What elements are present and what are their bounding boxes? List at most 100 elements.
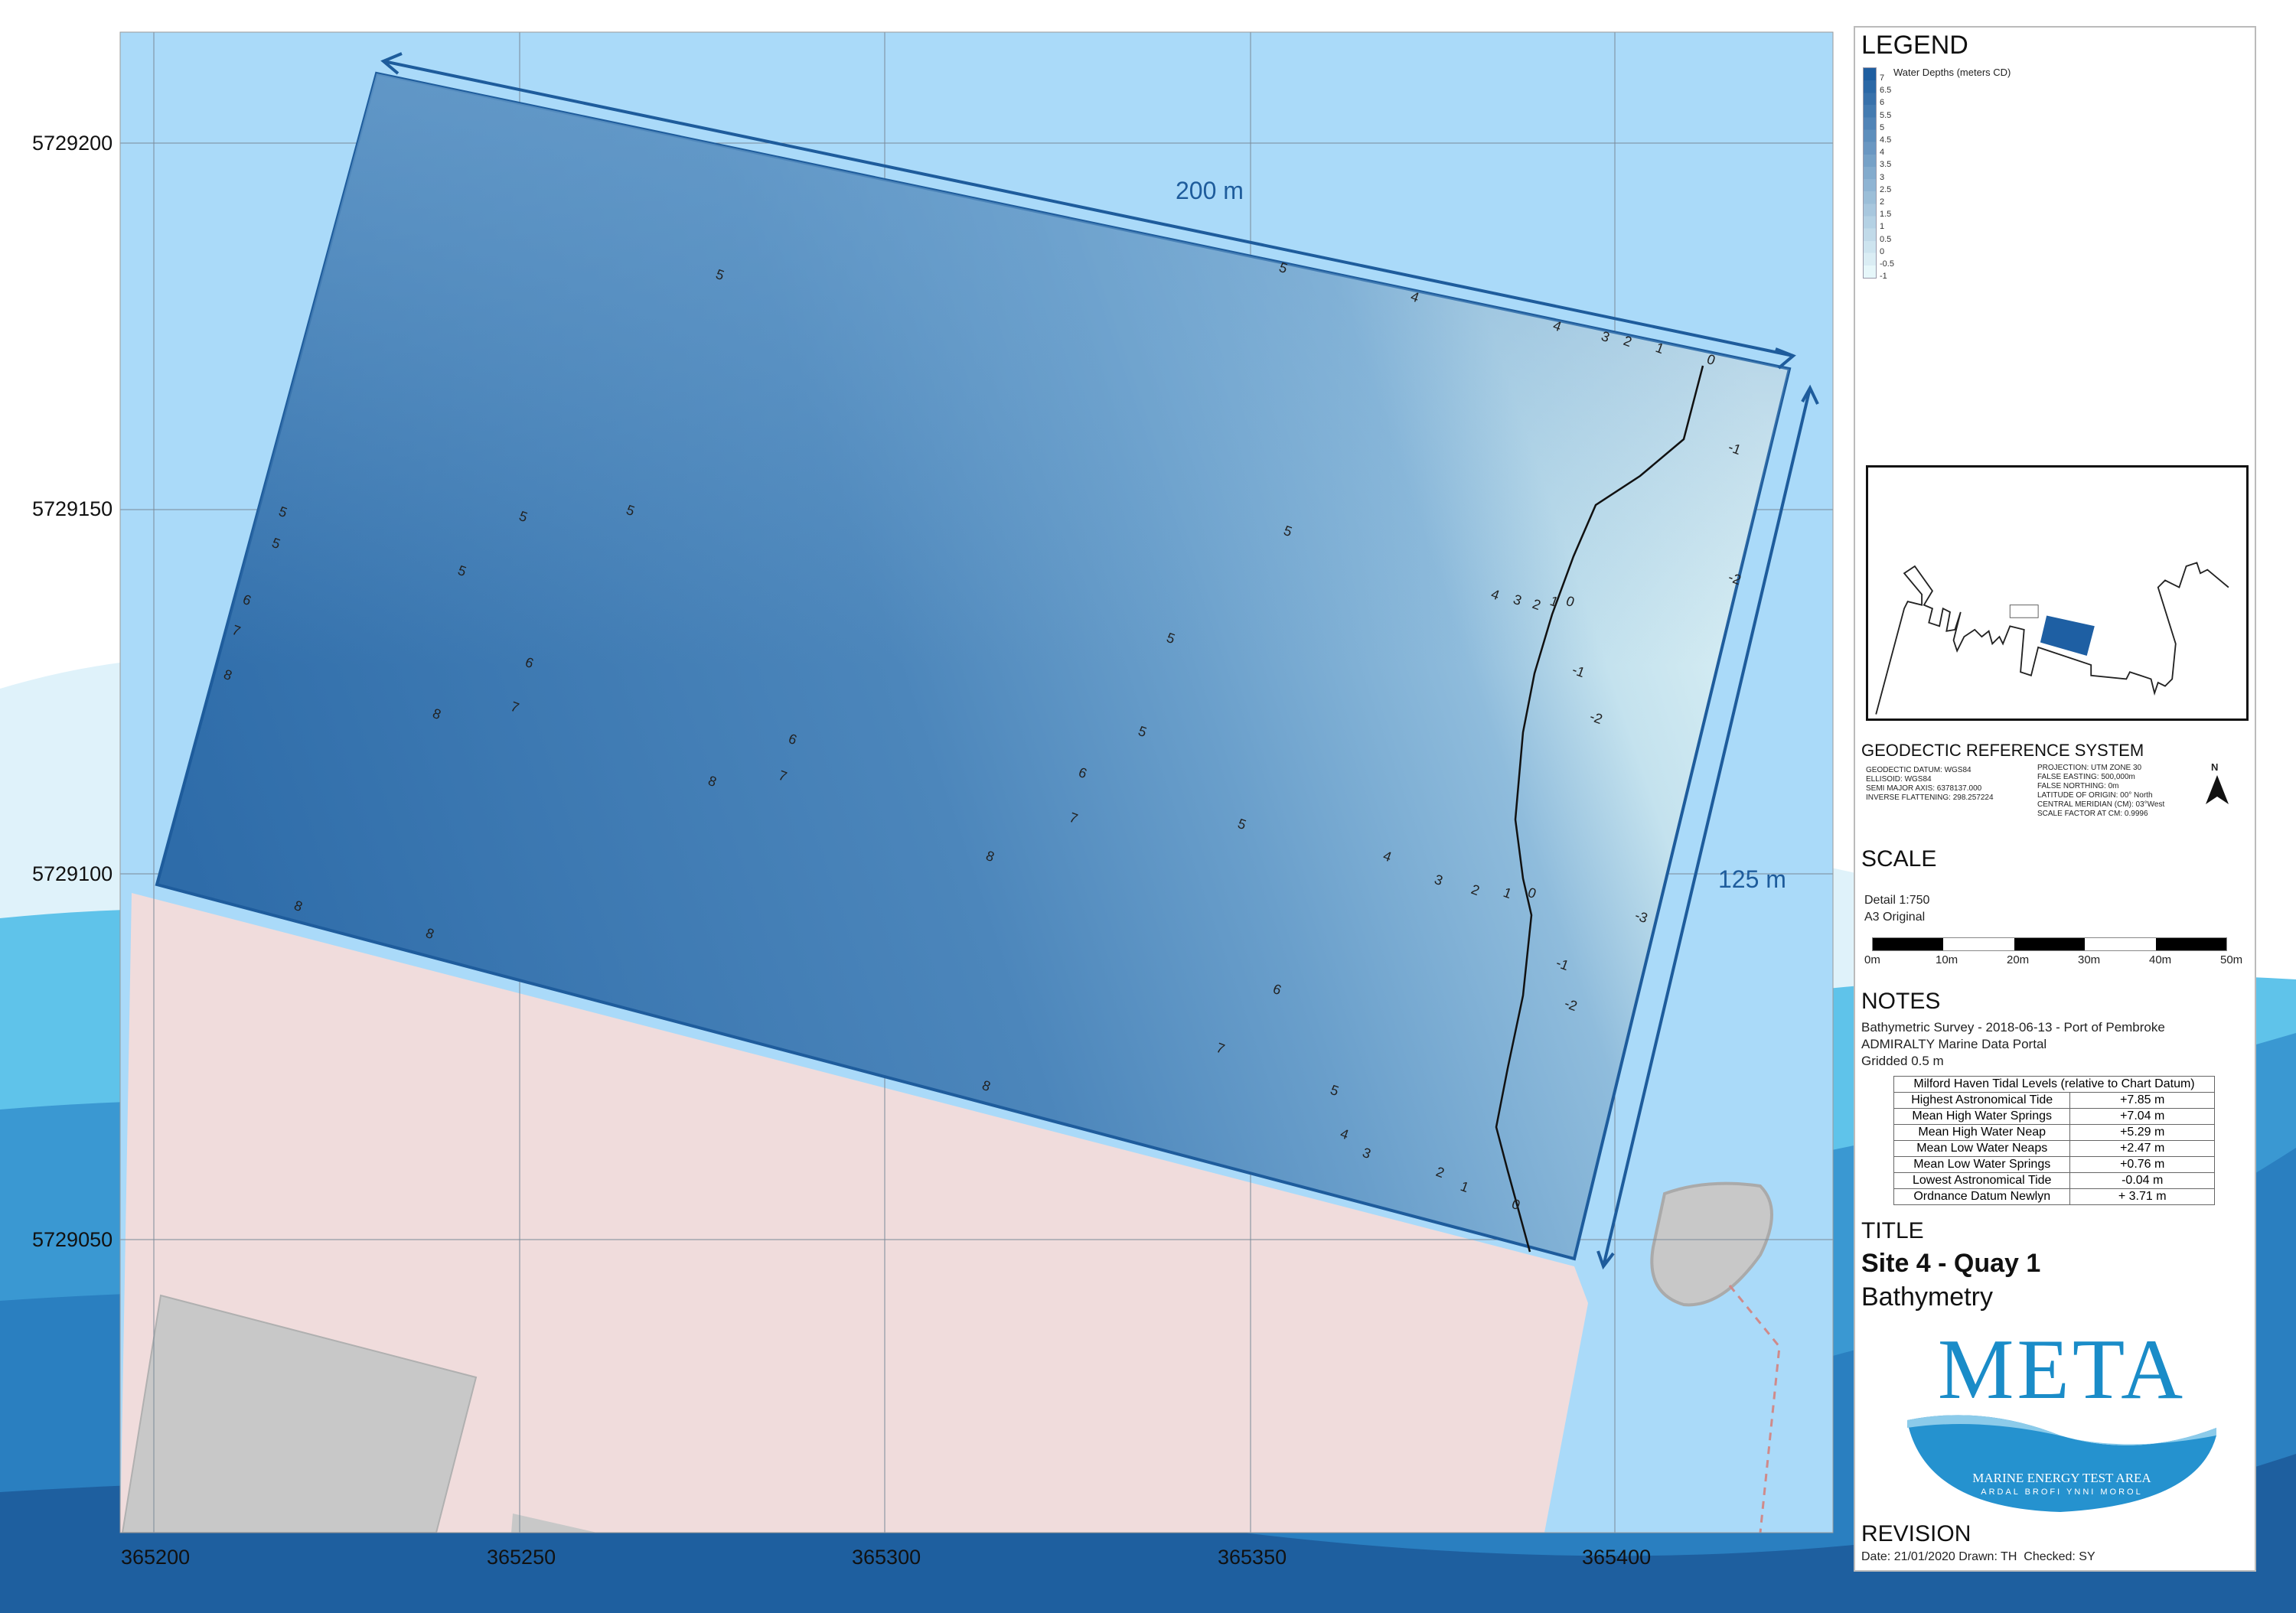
geodetic-param: PROJECTION: UTM ZONE 30 bbox=[2037, 764, 2142, 772]
map-border bbox=[119, 31, 1834, 1533]
y-tick-label: 5729100 bbox=[32, 862, 113, 885]
info-panel: LEGEND 7 6.5 6 5.5 5 4.5 4 3.5 3 2.5 2 1.5 1 0.5 0 -0.5… bbox=[1854, 26, 2256, 1572]
subject-title: Bathymetry bbox=[1861, 1282, 1993, 1312]
site-title: Site 4 - Quay 1 bbox=[1861, 1249, 2041, 1278]
legend-class-label: 6.5 bbox=[1880, 86, 1892, 96]
revision-line: Date: 21/01/2020 Drawn: TH Checked: SY bbox=[1861, 1550, 2095, 1563]
legend-colorbar bbox=[1863, 67, 1877, 279]
scale-tick-label: 20m bbox=[2007, 953, 2030, 966]
building bbox=[121, 1294, 478, 1533]
legend-class-label: 1 bbox=[1880, 222, 1885, 232]
logo-tagline: MARINE ENERGY TEST AREA bbox=[1972, 1471, 2151, 1485]
island-structure bbox=[1650, 1181, 1773, 1307]
contour-label: -1 bbox=[1727, 439, 1743, 458]
geodetic-param: CENTRAL MERIDIAN (CM): 03°West bbox=[2037, 800, 2165, 809]
tide-name: Lowest Astronomical Tide bbox=[1893, 1172, 2071, 1189]
revision-heading: REVISION bbox=[1861, 1521, 1971, 1546]
geodetic-param: FALSE NORTHING: 0m bbox=[2037, 782, 2119, 790]
legend-class-label: 4 bbox=[1880, 148, 1885, 158]
legend-class-label: 0 bbox=[1880, 246, 1885, 256]
contour-label: -2 bbox=[1727, 569, 1743, 588]
x-tick-label: 365350 bbox=[1218, 1546, 1287, 1569]
zero-contour bbox=[1495, 365, 1704, 1253]
note-line: Bathymetric Survey - 2018-06-13 - Port o… bbox=[1861, 1020, 2165, 1035]
overview-map bbox=[1866, 465, 2249, 721]
legend-class-label: 4.5 bbox=[1880, 135, 1892, 145]
tidal-levels-table: Milford Haven Tidal Levels (relative to … bbox=[1893, 1076, 2215, 1205]
tide-name: Mean Low Water Springs bbox=[1893, 1156, 2071, 1173]
tide-value: + 3.71 m bbox=[2069, 1188, 2215, 1205]
table-row: Mean Low Water Neaps +2.47 m bbox=[1893, 1140, 2215, 1157]
legend-class-label: -1 bbox=[1880, 272, 1887, 282]
table-row: Ordnance Datum Newlyn + 3.71 m bbox=[1893, 1188, 2215, 1205]
contour-label: -3 bbox=[1633, 908, 1650, 926]
scale-tick-label: 30m bbox=[2078, 953, 2101, 966]
x-tick-label: 365400 bbox=[1582, 1546, 1652, 1569]
x-tick-label: 365250 bbox=[487, 1546, 556, 1569]
table-row: Mean High Water Springs +7.04 m bbox=[1893, 1108, 2215, 1125]
tide-name: Mean High Water Springs bbox=[1893, 1108, 2071, 1125]
logo-name: META bbox=[1937, 1322, 2187, 1417]
tide-value: +7.04 m bbox=[2069, 1108, 2215, 1125]
notes-title: NOTES bbox=[1861, 989, 1941, 1014]
geodetic-param: ELLISOID: WGS84 bbox=[1866, 775, 1932, 784]
scale-tick-label: 40m bbox=[2149, 953, 2172, 966]
table-row: Mean High Water Neap +5.29 m bbox=[1893, 1124, 2215, 1141]
geodetic-param: SEMI MAJOR AXIS: 6378137.000 bbox=[1866, 784, 1982, 793]
legend-title: LEGEND bbox=[1861, 31, 1968, 60]
scale-title: SCALE bbox=[1861, 846, 1937, 872]
x-tick-label: 365300 bbox=[852, 1546, 921, 1569]
legend-class-label: 2 bbox=[1880, 197, 1885, 207]
legend-subtitle: Water Depths (meters CD) bbox=[1893, 67, 2011, 78]
scale-tick-label: 0m bbox=[1864, 953, 1880, 966]
tide-name: Ordnance Datum Newlyn bbox=[1893, 1188, 2071, 1205]
dimension-short-label: 125 m bbox=[1718, 865, 1786, 893]
north-label: N bbox=[2211, 761, 2219, 773]
table-row: Mean Low Water Springs +0.76 m bbox=[1893, 1156, 2215, 1173]
geodetic-param: SCALE FACTOR AT CM: 0.9996 bbox=[2037, 810, 2148, 818]
tide-value: +0.76 m bbox=[2069, 1156, 2215, 1173]
note-line: ADMIRALTY Marine Data Portal bbox=[1861, 1037, 2047, 1051]
geodetic-param: INVERSE FLATTENING: 298.257224 bbox=[1866, 793, 1994, 802]
note-line: Gridded 0.5 m bbox=[1861, 1054, 1944, 1068]
y-tick-label: 5729050 bbox=[32, 1228, 113, 1251]
legend-class-label: 3 bbox=[1880, 172, 1885, 182]
tide-name: Mean High Water Neap bbox=[1893, 1124, 2071, 1141]
title-heading: TITLE bbox=[1861, 1218, 1924, 1243]
geodetic-param: LATITUDE OF ORIGIN: 00° North bbox=[2037, 791, 2153, 800]
contour-label: -1 bbox=[1554, 955, 1571, 973]
geodetic-title: GEODECTIC REFERENCE SYSTEM bbox=[1861, 741, 2144, 760]
legend-class-label: 5.5 bbox=[1880, 110, 1892, 120]
tide-name: Highest Astronomical Tide bbox=[1893, 1092, 2071, 1109]
meta-logo: META MARINE ENERGY TEST AREA ARDAL BROFI… bbox=[1901, 1321, 2223, 1512]
y-tick-label: 5729200 bbox=[32, 132, 113, 155]
tide-name: Mean Low Water Neaps bbox=[1893, 1140, 2071, 1157]
contour-label: -2 bbox=[1588, 709, 1605, 727]
legend-class-label: 0.5 bbox=[1880, 234, 1892, 244]
contour-label: -2 bbox=[1563, 995, 1580, 1014]
y-tick-label: 5729150 bbox=[32, 497, 113, 520]
x-tick-label: 365200 bbox=[121, 1546, 191, 1569]
north-arrow-icon bbox=[2206, 775, 2229, 804]
site-highlight bbox=[2040, 615, 2095, 656]
legend-class-label: 7 bbox=[1880, 73, 1885, 83]
legend-class-label: 3.5 bbox=[1880, 160, 1892, 170]
scale-original: A3 Original bbox=[1864, 911, 1926, 924]
legend-class-label: 6 bbox=[1880, 98, 1885, 108]
tide-value: +5.29 m bbox=[2069, 1124, 2215, 1141]
tide-value: +2.47 m bbox=[2069, 1140, 2215, 1157]
table-row: Highest Astronomical Tide +7.85 m bbox=[1893, 1092, 2215, 1109]
legend-class-label: 1.5 bbox=[1880, 210, 1892, 220]
tide-value: +7.85 m bbox=[2069, 1092, 2215, 1109]
dimension-long-label: 200 m bbox=[1176, 177, 1244, 204]
legend-class-label: -0.5 bbox=[1880, 259, 1894, 269]
scale-tick-label: 10m bbox=[1936, 953, 1958, 966]
geodetic-param: GEODECTIC DATUM: WGS84 bbox=[1866, 766, 1971, 774]
legend-class-label: 5 bbox=[1880, 122, 1885, 132]
table-title: Milford Haven Tidal Levels (relative to … bbox=[1893, 1076, 2215, 1093]
legend-class-label: 2.5 bbox=[1880, 184, 1892, 194]
dimension-short bbox=[1596, 384, 1819, 1270]
survey-area-shade bbox=[157, 73, 1789, 1259]
